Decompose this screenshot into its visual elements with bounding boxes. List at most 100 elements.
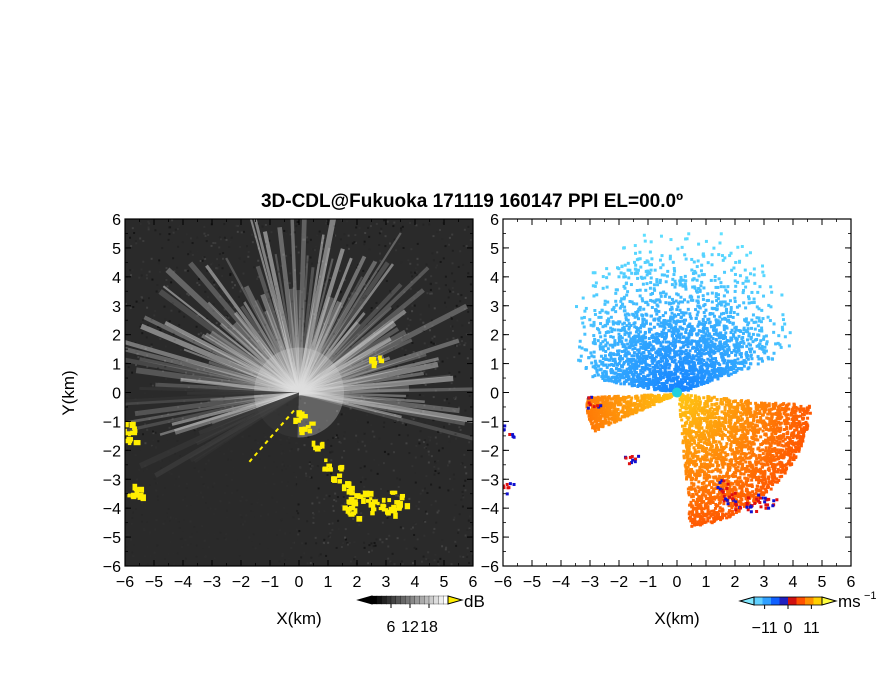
noise-cell: [141, 332, 144, 335]
saturated-echo: [371, 362, 377, 369]
noise-cell: [249, 290, 252, 293]
noise-cell: [257, 275, 260, 278]
velocity-pixel-approaching: [652, 287, 656, 291]
noise-cell: [398, 478, 401, 481]
noise-cell: [363, 240, 366, 243]
noise-cell: [431, 324, 434, 327]
velocity-pixel-approaching: [670, 386, 674, 390]
noise-cell: [205, 240, 208, 243]
velocity-pixel-approaching: [580, 316, 584, 320]
saturated-echo: [293, 417, 298, 425]
velocity-pixel-approaching: [700, 351, 704, 355]
velocity-pixel-receding: [738, 476, 742, 480]
velocity-pixel-approaching: [733, 346, 737, 350]
velocity-pixel-approaching: [691, 363, 695, 367]
noise-cell: [148, 222, 151, 225]
noise-cell: [330, 459, 333, 462]
noise-cell: [295, 334, 298, 337]
noise-cell: [437, 470, 440, 473]
velocity-pixel-approaching: [726, 348, 730, 352]
noise-cell: [307, 392, 310, 395]
velocity-pixel-approaching: [639, 342, 643, 346]
noise-cell: [322, 237, 325, 240]
velocity-pixel-approaching: [684, 352, 688, 356]
velocity-pixel-approaching: [700, 374, 704, 378]
velocity-pixel-approaching: [626, 342, 630, 346]
noise-cell: [414, 456, 417, 459]
noise-cell: [368, 274, 371, 277]
noise-cell: [198, 387, 201, 390]
velocity-pixel-approaching: [667, 329, 671, 333]
noise-cell: [231, 281, 234, 284]
velocity-pixel-approaching: [767, 303, 771, 307]
noise-cell: [296, 312, 299, 315]
velocity-pixel-approaching: [595, 370, 599, 374]
noise-cell: [463, 308, 466, 311]
velocity-pixel-approaching: [730, 351, 734, 355]
noise-cell: [203, 256, 206, 259]
noise-cell: [266, 256, 269, 259]
velocity-pixel-approaching: [758, 346, 762, 350]
noise-cell: [215, 267, 218, 270]
velocity-pixel-approaching: [645, 313, 649, 317]
velocity-pixel-approaching: [653, 379, 657, 383]
velocity-pixel-receding: [719, 495, 723, 499]
saturated-echo: [391, 504, 397, 510]
noise-cell: [313, 249, 316, 252]
noise-cell: [130, 246, 133, 249]
noise-cell: [187, 269, 190, 272]
noise-cell: [346, 542, 349, 545]
velocity-pixel-receding: [780, 463, 784, 467]
noise-cell: [328, 495, 331, 498]
velocity-pixel-approaching: [666, 350, 670, 354]
velocity-pixel-approaching: [722, 368, 726, 372]
noise-cell: [375, 222, 378, 225]
velocity-pixel-approaching: [603, 299, 607, 303]
noise-cell: [217, 287, 220, 290]
noise-cell: [151, 384, 154, 387]
velocity-pixel-approaching: [730, 328, 734, 332]
velocity-pixel-approaching: [625, 373, 629, 377]
noise-cell: [146, 324, 149, 327]
noise-cell: [341, 456, 344, 459]
velocity-pixel-approaching: [614, 381, 618, 385]
noise-cell: [435, 266, 438, 269]
velocity-pixel-approaching: [762, 274, 766, 278]
velocity-pixel-approaching: [662, 328, 666, 332]
noise-cell: [257, 259, 260, 262]
velocity-pixel-approaching: [653, 268, 657, 272]
velocity-pixel-approaching: [622, 376, 626, 380]
velocity-pixel-approaching: [729, 306, 733, 310]
velocity-pixel-approaching: [718, 241, 722, 245]
velocity-pixel-approaching: [696, 301, 700, 305]
velocity-pixel-approaching: [601, 374, 605, 378]
velocity-pixel-approaching: [676, 333, 680, 337]
noise-cell: [150, 343, 153, 346]
noise-cell: [147, 226, 150, 229]
noise-cell: [154, 431, 157, 434]
noise-cell: [152, 439, 155, 442]
noise-cell: [370, 307, 373, 310]
velocity-pixel-approaching: [682, 311, 686, 315]
velocity-pixel-receding: [698, 488, 702, 492]
noise-cell: [256, 340, 259, 343]
noise-cell: [143, 417, 146, 420]
noise-cell: [466, 553, 469, 556]
velocity-pixel-approaching: [691, 298, 695, 302]
velocity-pixel-receding: [728, 399, 732, 403]
noise-cell: [155, 290, 158, 293]
noise-cell: [429, 283, 432, 286]
velocity-pixel-approaching: [713, 345, 717, 349]
noise-cell: [354, 241, 357, 244]
echo-streak: [155, 382, 300, 395]
echo-streak: [298, 391, 407, 398]
noise-cell: [180, 362, 183, 365]
noise-cell: [330, 472, 333, 475]
saturated-echo: [134, 489, 140, 496]
echo-streak: [298, 338, 460, 395]
velocity-pixel-approaching: [671, 343, 675, 347]
noise-cell: [304, 542, 307, 545]
velocity-pixel-approaching: [642, 385, 646, 389]
velocity-pixel-approaching: [668, 302, 672, 306]
velocity-pixel-approaching: [678, 281, 682, 285]
